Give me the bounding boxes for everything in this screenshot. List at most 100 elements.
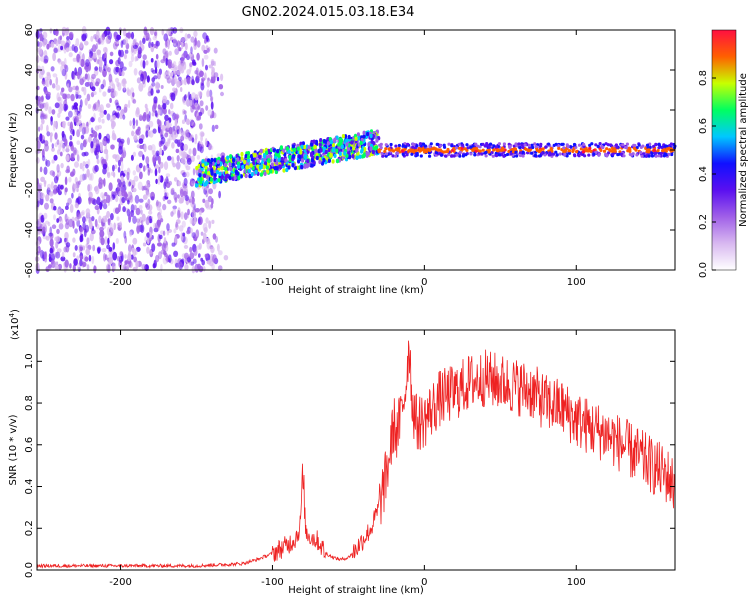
heatmap-cell — [412, 150, 416, 154]
heatmap-cell — [68, 31, 74, 39]
heatmap-cell — [639, 145, 643, 149]
heatmap-cell — [43, 181, 47, 188]
colorbar-tick-label: 0.4 — [698, 166, 709, 182]
heatmap-cell — [654, 142, 658, 146]
heatmap-cell — [163, 71, 168, 79]
heatmap-cell — [164, 40, 168, 48]
heatmap-cell — [358, 154, 362, 159]
heatmap-cell — [216, 76, 220, 82]
heatmap-cell — [82, 216, 86, 223]
heatmap-cell — [445, 149, 450, 153]
heatmap-cell — [152, 150, 157, 158]
heatmap-cell — [331, 142, 335, 148]
x-tick-label: 0 — [421, 577, 427, 588]
snr-panel: -200 -100 0 100 0.0 0.2 0.4 0.6 0.8 1.0 Height o… — [8, 309, 676, 596]
heatmap-cell — [291, 144, 295, 149]
heatmap-cell — [88, 173, 92, 181]
heatmap-cell — [213, 173, 217, 178]
heatmap-cell — [160, 85, 164, 89]
heatmap-cell — [220, 175, 224, 180]
heatmap-cell — [458, 154, 462, 158]
heatmap-cell — [204, 165, 208, 170]
heatmap-cell — [157, 242, 162, 247]
heatmap-cell — [329, 153, 333, 158]
heatmap-cell — [207, 143, 212, 151]
heatmap-cell — [111, 194, 116, 200]
heatmap-cell — [84, 40, 89, 46]
heatmap-cell — [35, 55, 40, 64]
heatmap-cell — [174, 118, 178, 128]
heatmap-cell — [194, 183, 199, 188]
heatmap-cell — [380, 151, 384, 156]
snr-y-multiplier: (x104) — [8, 309, 21, 340]
heatmap-cell — [319, 148, 323, 153]
heatmap-cell — [138, 204, 143, 210]
heatmap-cell — [601, 145, 605, 150]
heatmap-cell — [415, 144, 419, 148]
heatmap-cell — [196, 154, 201, 160]
heatmap-cell — [155, 40, 160, 47]
heatmap-cell — [645, 143, 650, 147]
heatmap-cell — [138, 82, 144, 92]
heatmap-cell — [291, 163, 295, 168]
heatmap-cell — [213, 176, 217, 181]
heatmap-cell — [154, 168, 158, 177]
heatmap-cell — [198, 168, 202, 174]
heatmap-cell — [80, 58, 85, 68]
heatmap-cell — [174, 197, 178, 203]
heatmap-cell — [71, 105, 75, 110]
heatmap-cell — [555, 153, 559, 157]
heatmap-cell — [143, 26, 148, 36]
heatmap-cell — [454, 146, 459, 150]
heatmap-cell — [587, 153, 591, 157]
heatmap-cell — [36, 230, 41, 236]
heatmap-cell — [133, 68, 138, 76]
heatmap-cell — [74, 115, 79, 123]
heatmap-cell — [107, 88, 112, 94]
heatmap-cell — [551, 152, 556, 156]
heatmap-cell — [327, 147, 331, 153]
heatmap-cell — [69, 135, 73, 141]
heatmap-cell — [201, 58, 205, 67]
heatmap-cell — [51, 143, 54, 149]
heatmap-cell — [55, 40, 59, 47]
heatmap-cell — [226, 155, 230, 160]
heatmap-cell — [183, 77, 187, 86]
heatmap-cell — [204, 138, 208, 147]
heatmap-cell — [101, 158, 106, 166]
heatmap-cell — [78, 180, 81, 185]
heatmap-cell — [201, 259, 205, 266]
heatmap-cell — [60, 162, 64, 169]
heatmap-cell — [284, 158, 288, 163]
heatmap-cell — [67, 197, 72, 205]
heatmap-cell — [46, 124, 49, 133]
heatmap-cell — [49, 238, 54, 247]
heatmap-cell — [186, 69, 191, 75]
heatmap-cell — [194, 263, 200, 273]
heatmap-cell — [346, 146, 351, 152]
heatmap-cell — [262, 164, 266, 170]
heatmap-cell — [154, 81, 160, 91]
y-tick-label: -60 — [24, 262, 35, 278]
heatmap-cell — [160, 136, 166, 145]
heatmap-cell — [178, 225, 184, 232]
heatmap-cell — [50, 66, 55, 72]
heatmap-cell — [527, 149, 531, 153]
heatmap-cell — [447, 142, 451, 146]
heatmap-cell — [74, 245, 78, 251]
heatmap-cell — [52, 52, 56, 62]
heatmap-cell — [518, 153, 523, 158]
heatmap-cell — [189, 252, 195, 260]
heatmap-cell — [653, 151, 657, 155]
heatmap-cell — [152, 128, 157, 134]
heatmap-cell — [65, 144, 70, 150]
heatmap-cell — [109, 98, 112, 103]
heatmap-cell — [318, 159, 322, 165]
heatmap-cell — [88, 191, 93, 199]
heatmap-cell — [259, 148, 263, 154]
heatmap-cell — [114, 190, 118, 196]
heatmap-cell — [661, 149, 665, 153]
heatmap-cell — [117, 255, 120, 262]
heatmap-cell — [173, 228, 177, 234]
heatmap-cell — [207, 88, 210, 97]
